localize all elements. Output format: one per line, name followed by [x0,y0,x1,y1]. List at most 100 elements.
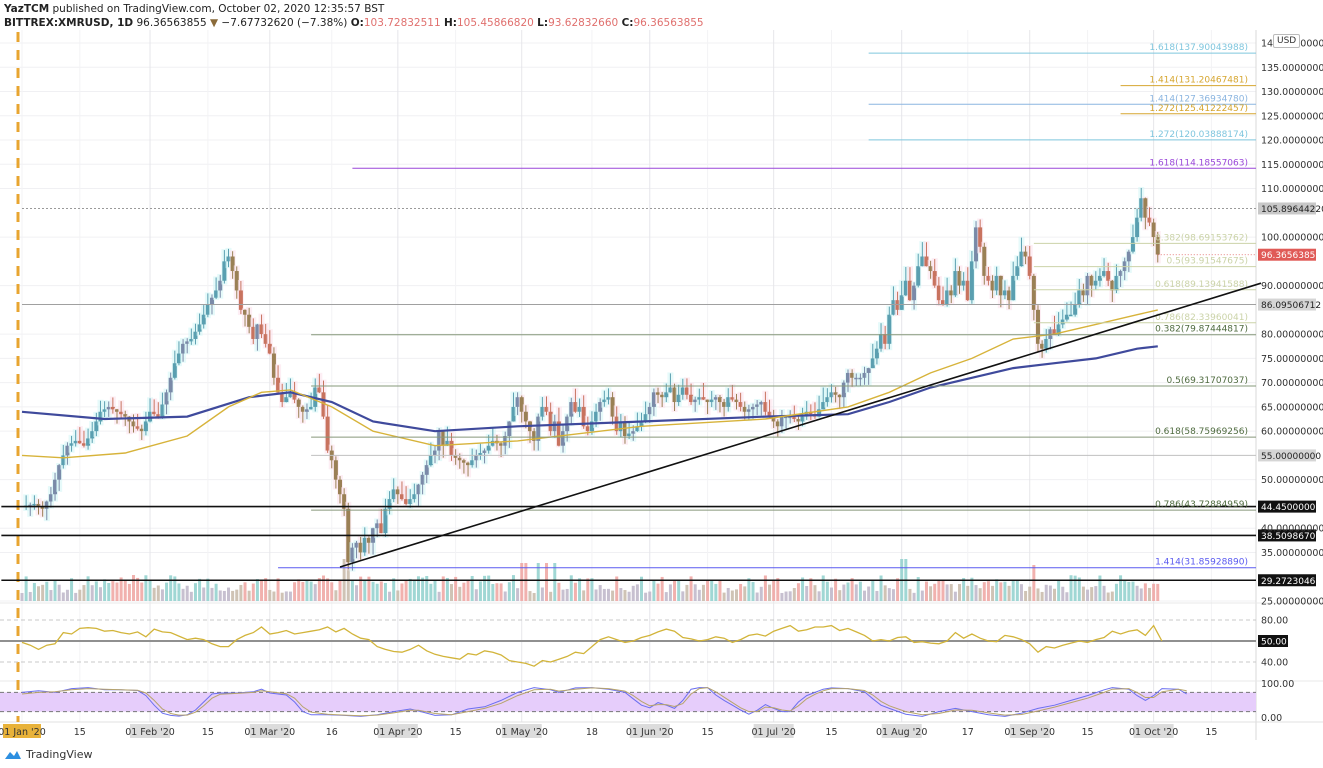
svg-text:01 Oct '20: 01 Oct '20 [1129,727,1178,738]
axis-price-tag [1258,298,1316,311]
svg-text:15: 15 [74,727,86,738]
level-label: 0.5(69.31707037) [1167,376,1248,386]
open-value: 103.72832511 [363,17,441,29]
axis-price-tag [1258,449,1316,462]
level-label: 1.414(127.36934780) [1149,94,1248,104]
svg-text:01 Jun '20: 01 Jun '20 [626,727,674,738]
stoch-d-line [21,687,1187,717]
low-value: 93.62832660 [548,17,619,29]
level-label: 1.618(114.18557063) [1149,158,1248,168]
svg-text:15: 15 [1081,727,1093,738]
symbol-name[interactable]: BITTREX:XMRUSD, 1D [4,17,134,29]
high-value: 105.45866820 [457,17,534,29]
publisher-name: YazTCM [4,3,50,15]
stoch-k-line [21,687,1187,717]
level-label: 1.272(125.41222457) [1149,104,1248,114]
axis-price-tag [1258,500,1316,513]
price-change: −7.67732620 (−7.38%) [221,17,348,29]
price-axis[interactable]: 140.00000000135.00000000130.00000000125.… [1261,39,1323,608]
svg-text:100.00: 100.00 [1261,679,1294,690]
svg-text:15: 15 [450,727,462,738]
level-label: 0.382(98.69153762) [1155,233,1248,243]
svg-text:15: 15 [202,727,214,738]
close-label: C: [621,17,634,29]
svg-text:15: 15 [1205,727,1217,738]
currency-badge[interactable]: USD [1273,34,1301,48]
symbol-legend: BITTREX:XMRUSD, 1D 96.36563855 ▼ −7.6773… [4,17,704,29]
level-label: 0.618(89.13941588) [1155,280,1248,290]
svg-text:80.00: 80.00 [1261,616,1288,627]
volume-bars [20,559,1160,601]
svg-text:100.00000000: 100.00000000 [1261,233,1323,244]
svg-text:16: 16 [326,727,338,738]
current-price-tag [1258,248,1316,261]
level-label: 0.5(93.91547675) [1167,257,1248,267]
svg-text:50.00000000: 50.00000000 [1261,475,1323,486]
svg-text:40.00: 40.00 [1261,658,1288,669]
svg-text:38.50986700: 38.50986700 [1261,532,1321,542]
svg-text:86.09506712: 86.09506712 [1261,301,1321,311]
svg-text:18: 18 [586,727,598,738]
publish-info: YazTCM published on TradingView.com, Oct… [4,3,384,15]
svg-text:90.00000000: 90.00000000 [1261,281,1323,292]
level-label: 0.786(82.33960041) [1155,313,1248,323]
svg-text:15: 15 [825,727,837,738]
grid [0,30,1256,722]
svg-text:115.00000000: 115.00000000 [1261,160,1323,171]
svg-text:17: 17 [962,727,974,738]
svg-text:105.89644220: 105.89644220 [1261,205,1323,215]
brand-name: TradingView [26,748,93,761]
svg-text:120.00000000: 120.00000000 [1261,136,1323,147]
svg-text:35.00000000: 35.00000000 [1261,548,1323,559]
level-label: 1.414(31.85928890) [1155,558,1248,568]
svg-text:01 May '20: 01 May '20 [495,727,547,738]
svg-text:40.00000000: 40.00000000 [1261,524,1323,535]
svg-text:55.00000000: 55.00000000 [1261,452,1321,462]
svg-text:01 Mar '20: 01 Mar '20 [244,727,295,738]
time-axis[interactable]: 01 Jan '20 15 01 Feb '20 15 01 Mar '20 16 01 A… [0,724,1217,738]
close-value: 96.36563855 [633,17,704,29]
svg-text:01 Feb '20: 01 Feb '20 [125,727,175,738]
svg-text:80.00000000: 80.00000000 [1261,330,1323,341]
svg-text:01 Jan '20: 01 Jan '20 [0,727,46,738]
svg-text:01 Apr '20: 01 Apr '20 [373,727,422,738]
svg-text:01 Aug '20: 01 Aug '20 [876,727,927,738]
svg-text:70.00000000: 70.00000000 [1261,378,1323,389]
low-label: L: [537,17,549,29]
ma-100-line [21,309,1158,459]
level-label: 1.272(120.03888174) [1149,130,1248,140]
publish-text: published on TradingView.com, October 02… [52,3,385,15]
rsi-pane: 80.00 40.00 50.00 [0,616,1288,669]
stoch-rsi-pane: 100.00 0.00 [0,679,1294,724]
level-label: 0.382(79.87444817) [1155,325,1248,335]
open-label: O: [350,17,364,29]
svg-text:125.00000000: 125.00000000 [1261,111,1323,122]
svg-text:135.00000000: 135.00000000 [1261,63,1323,74]
axis-price-tag [1258,574,1316,587]
svg-text:60.00000000: 60.00000000 [1261,427,1323,438]
level-label: 1.618(137.90043988) [1149,43,1248,53]
last-price: 96.36563855 [136,17,207,29]
svg-text:50.00: 50.00 [1261,638,1287,648]
down-arrow-icon: ▼ [209,17,219,29]
svg-text:44.45000000: 44.45000000 [1261,503,1321,513]
svg-text:25.00000000: 25.00000000 [1261,596,1323,607]
ascending-trendline[interactable] [339,282,1262,568]
level-label: 0.618(58.75969256) [1155,427,1248,437]
axis-price-tag [1258,529,1316,542]
svg-text:01 Jul '20: 01 Jul '20 [752,727,796,738]
axis-price-tag [1258,202,1316,215]
level-label: 1.414(131.20467481) [1149,76,1248,86]
svg-text:65.00000000: 65.00000000 [1261,402,1323,413]
svg-text:96.36563855: 96.36563855 [1261,251,1321,261]
tradingview-logo-icon [5,750,21,759]
high-label: H: [444,17,457,29]
svg-text:130.00000000: 130.00000000 [1261,87,1323,98]
level-label: 0.786(43.72884959) [1155,500,1248,510]
tradingview-footer: TradingView [4,748,92,761]
svg-text:29.27230468: 29.27230468 [1261,577,1321,587]
svg-text:01 Sep '20: 01 Sep '20 [1004,727,1055,738]
svg-text:75.00000000: 75.00000000 [1261,354,1323,365]
svg-text:0.00: 0.00 [1261,713,1282,724]
